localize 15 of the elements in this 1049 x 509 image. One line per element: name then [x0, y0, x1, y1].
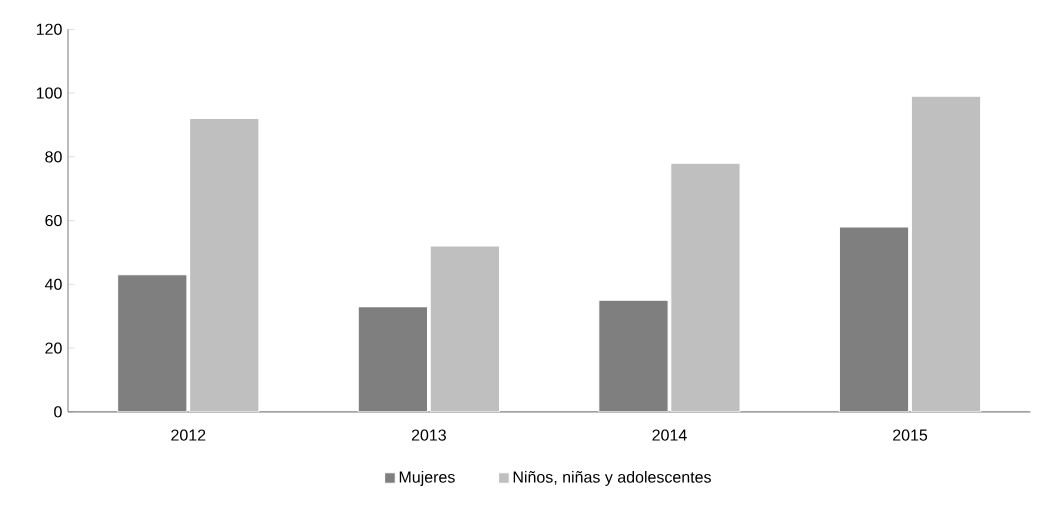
y-tick-label: 20: [45, 342, 62, 354]
x-tick-label: 2012: [171, 429, 206, 441]
legend-label: Mujeres: [399, 470, 455, 486]
y-tick-label: 0: [54, 406, 62, 418]
bar: [910, 95, 982, 412]
y-tick-label: 40: [44, 278, 62, 290]
bar: [429, 245, 501, 412]
x-tick-label: 2013: [411, 429, 446, 441]
y-tick-label: 120: [36, 23, 62, 35]
y-tick-label: 60: [45, 214, 62, 227]
y-tick-label: 80: [45, 151, 62, 163]
x-tick-label: 2015: [893, 429, 928, 441]
x-tick-label: 2014: [652, 429, 687, 441]
y-tick-label: 100: [36, 87, 62, 99]
legend-label: Niños, niñas y adolescentes: [513, 470, 711, 486]
